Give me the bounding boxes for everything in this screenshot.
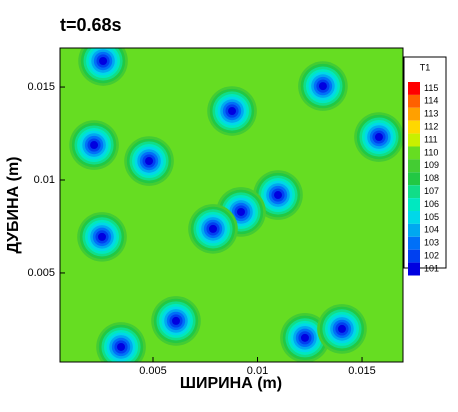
legend-label: 105: [424, 212, 439, 222]
legend-swatch: [408, 172, 420, 186]
cold-spot: [374, 133, 383, 142]
x-tick-label: 0.01: [247, 365, 268, 377]
cold-spot: [300, 333, 309, 342]
legend-swatch: [408, 223, 420, 237]
cold-spot: [237, 207, 246, 216]
cold-spot: [337, 324, 346, 333]
y-tick-label: 0.015: [27, 81, 55, 93]
legend-swatch: [408, 198, 420, 211]
legend-label: 101: [424, 263, 439, 273]
legend-swatch: [408, 185, 420, 199]
cold-spot: [274, 191, 283, 200]
cold-spot: [318, 82, 327, 91]
legend-swatch: [408, 133, 420, 147]
legend-label: 113: [424, 109, 438, 119]
legend-label: 102: [424, 251, 439, 261]
cold-spot: [117, 342, 126, 351]
legend-label: 114: [424, 96, 438, 106]
cold-spot: [228, 107, 237, 116]
x-axis-label: ШИРИНА (m): [180, 375, 282, 392]
y-tick-label: 0.005: [27, 267, 55, 279]
plot-frame: [59, 47, 404, 363]
legend-label: 109: [424, 160, 439, 170]
legend-swatch: [408, 236, 420, 250]
legend-swatch: [408, 107, 420, 121]
legend-label: 104: [424, 225, 439, 235]
legend-label: 110: [424, 147, 438, 157]
cold-spot: [90, 141, 99, 150]
cold-spot: [98, 232, 107, 241]
legend-swatch: [408, 120, 420, 134]
legend-label: 115: [424, 83, 438, 93]
legend-label: 108: [424, 173, 439, 183]
legend-swatch: [408, 82, 420, 95]
legend-title: T1: [420, 62, 431, 72]
legend-swatch: [408, 249, 420, 263]
legend-swatch: [408, 159, 420, 173]
y-axis-label: ДУБИНА (m): [5, 157, 22, 254]
legend-swatch: [408, 94, 420, 108]
y-tick-label: 0.01: [34, 174, 55, 186]
x-tick-label: 0.015: [348, 365, 376, 377]
cold-spot: [99, 57, 108, 66]
legend-label: 103: [424, 238, 439, 248]
legend-label: 106: [424, 199, 439, 209]
legend-label: 112: [424, 122, 438, 132]
chart-title: t=0.68s: [60, 15, 122, 35]
cold-spot: [209, 224, 218, 233]
cold-spot: [145, 157, 154, 166]
plot-area: [60, 48, 403, 362]
legend-label: 107: [424, 186, 439, 196]
x-tick-label: 0.005: [139, 365, 167, 377]
legend-label: 111: [424, 134, 438, 144]
legend-swatch: [408, 146, 420, 160]
legend-swatch: [408, 211, 420, 224]
legend-swatch: [408, 262, 420, 276]
cold-spot: [172, 316, 181, 325]
